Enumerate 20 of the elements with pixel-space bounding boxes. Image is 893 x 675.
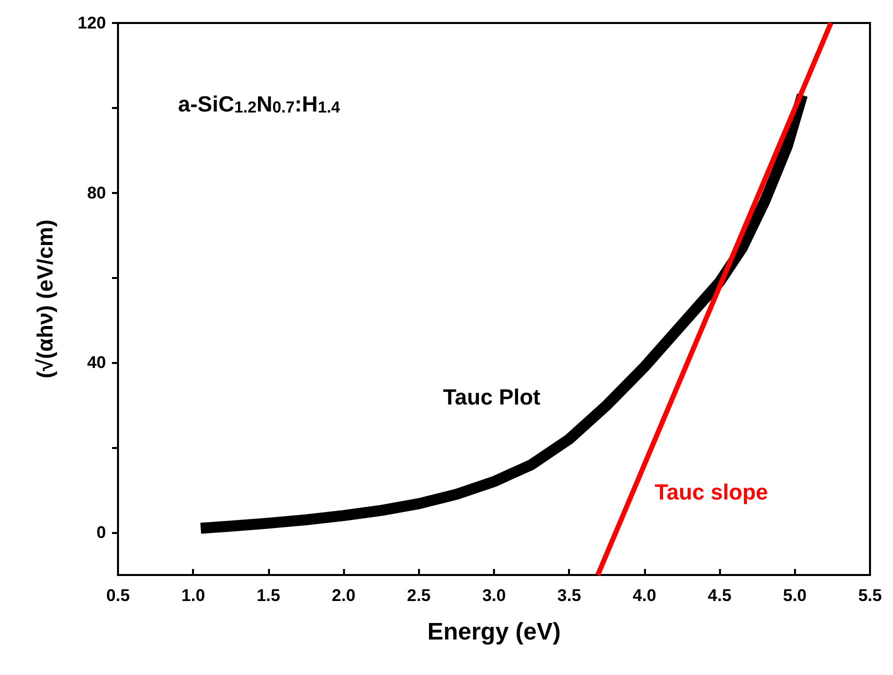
x-tick-label: 0.5	[106, 586, 130, 605]
x-tick-label: 1.5	[256, 586, 280, 605]
x-tick-label: 4.0	[632, 586, 656, 605]
annotation: Tauc Plot	[443, 384, 542, 410]
series-label: Tauc slope	[654, 480, 768, 505]
y-tick-label: 40	[87, 353, 106, 372]
annotation: a-SiC1.2N0.7:H1.4	[178, 92, 340, 116]
y-axis-title: (√(αhν) (eV/cm)	[32, 220, 58, 378]
x-tick-label: 3.5	[557, 586, 582, 605]
x-tick-label: 2.0	[332, 586, 356, 605]
x-tick-label: 1.0	[181, 586, 206, 605]
x-tick-label: 3.0	[482, 586, 506, 605]
x-tick-label: 5.5	[858, 586, 882, 605]
y-tick-label: 120	[78, 14, 106, 32]
y-tick-label: 80	[87, 183, 106, 202]
x-axis-title: Energy (eV)	[427, 618, 561, 646]
y-tick-label: 0	[96, 523, 106, 542]
x-tick-label: 2.5	[406, 586, 431, 605]
x-tick-label: 4.5	[708, 586, 732, 605]
x-tick-label: 5.0	[782, 586, 807, 605]
